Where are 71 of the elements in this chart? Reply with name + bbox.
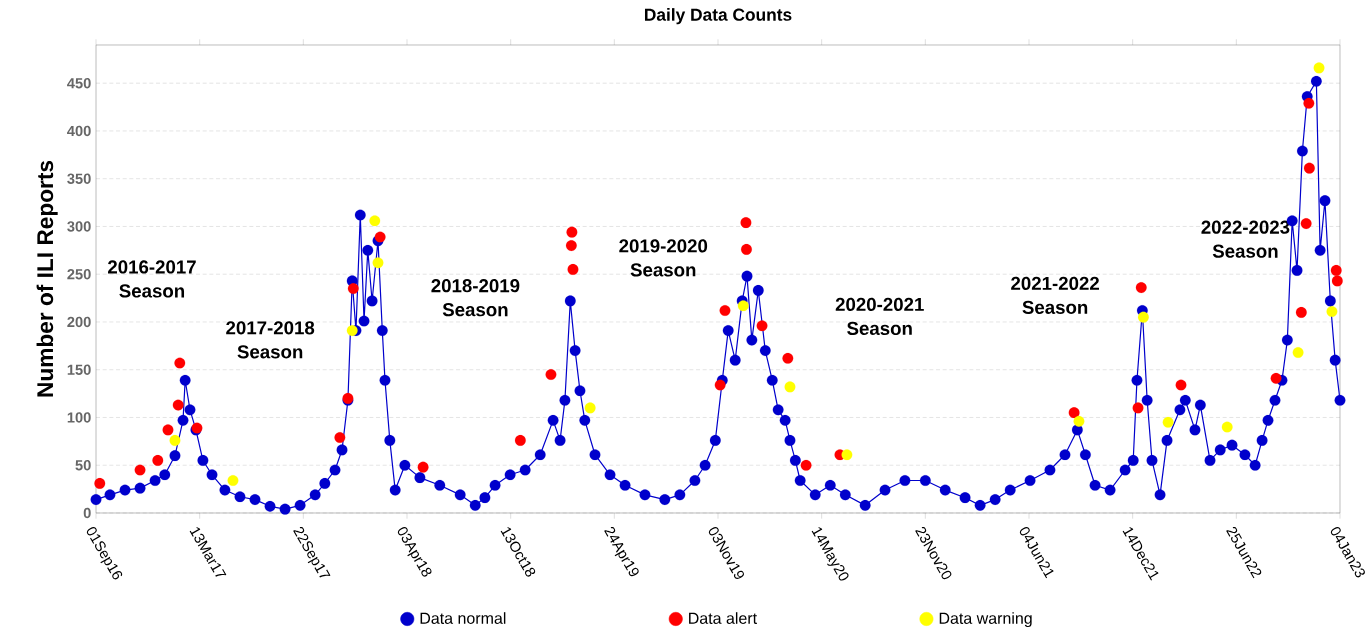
y-tick-label: 300 — [67, 221, 91, 232]
legend-label: Data normal — [420, 612, 506, 624]
point — [174, 357, 186, 369]
point — [567, 264, 579, 275]
legend-label: Data warning — [939, 612, 1032, 628]
point — [417, 461, 429, 473]
point — [1331, 275, 1343, 287]
point — [1135, 282, 1147, 293]
point — [1330, 264, 1342, 276]
annotation: 2017-2018 Season — [226, 321, 315, 359]
annotation: 2022-2023 Season — [1201, 220, 1290, 258]
point — [172, 399, 184, 411]
point — [134, 464, 146, 476]
annotation: 2021-2022 Season — [1011, 276, 1099, 314]
point — [169, 434, 181, 446]
point — [369, 215, 381, 227]
y-tick-label: 150 — [67, 364, 91, 375]
point — [94, 477, 106, 489]
point — [741, 243, 752, 255]
y-tick-label: 450 — [67, 78, 91, 89]
y-tick-label: 200 — [67, 316, 91, 328]
point — [545, 369, 557, 380]
point — [719, 305, 731, 316]
point — [372, 257, 384, 269]
point — [347, 283, 359, 294]
annotation: 2020-2021 Season — [835, 297, 924, 336]
point — [1292, 347, 1304, 358]
point — [346, 325, 358, 336]
point — [1326, 306, 1338, 317]
point — [714, 379, 726, 391]
y-tick-label: 400 — [67, 125, 91, 137]
y-axis-title: Number of ILI Reports — [36, 160, 58, 397]
point — [334, 432, 346, 443]
point — [1132, 402, 1144, 414]
point — [1162, 416, 1174, 428]
point — [1295, 307, 1307, 318]
point — [1175, 379, 1187, 391]
y-tick-label: 350 — [67, 173, 91, 184]
point — [514, 434, 526, 446]
point — [1068, 407, 1080, 419]
point — [1221, 421, 1233, 433]
point — [1073, 415, 1085, 427]
point — [1303, 162, 1315, 174]
legend-label: Data alert — [689, 612, 757, 624]
point — [756, 320, 768, 332]
point — [374, 231, 386, 243]
point — [1313, 62, 1325, 74]
y-tick-label: 100 — [67, 412, 91, 423]
point — [740, 217, 752, 229]
point — [1300, 218, 1312, 230]
annotation: 2019-2020 Season — [619, 239, 708, 277]
point — [566, 226, 578, 238]
point — [800, 459, 812, 471]
point — [841, 449, 853, 461]
point — [565, 240, 577, 251]
y-tick-label: 0 — [83, 507, 91, 519]
point — [584, 402, 596, 414]
y-tick-label: 50 — [75, 460, 91, 471]
point — [782, 352, 794, 364]
point — [737, 300, 749, 312]
point — [1270, 372, 1282, 384]
point — [152, 455, 164, 466]
point — [227, 475, 239, 486]
y-tick-label: 250 — [67, 269, 91, 280]
point — [162, 424, 174, 436]
annotation: 2018-2019 Season — [431, 279, 520, 317]
point — [1303, 97, 1315, 109]
point — [1137, 311, 1149, 323]
chart-title: Daily Data Counts — [644, 8, 792, 25]
point — [784, 381, 796, 393]
annotation: 2016-2017 Season — [108, 260, 196, 298]
